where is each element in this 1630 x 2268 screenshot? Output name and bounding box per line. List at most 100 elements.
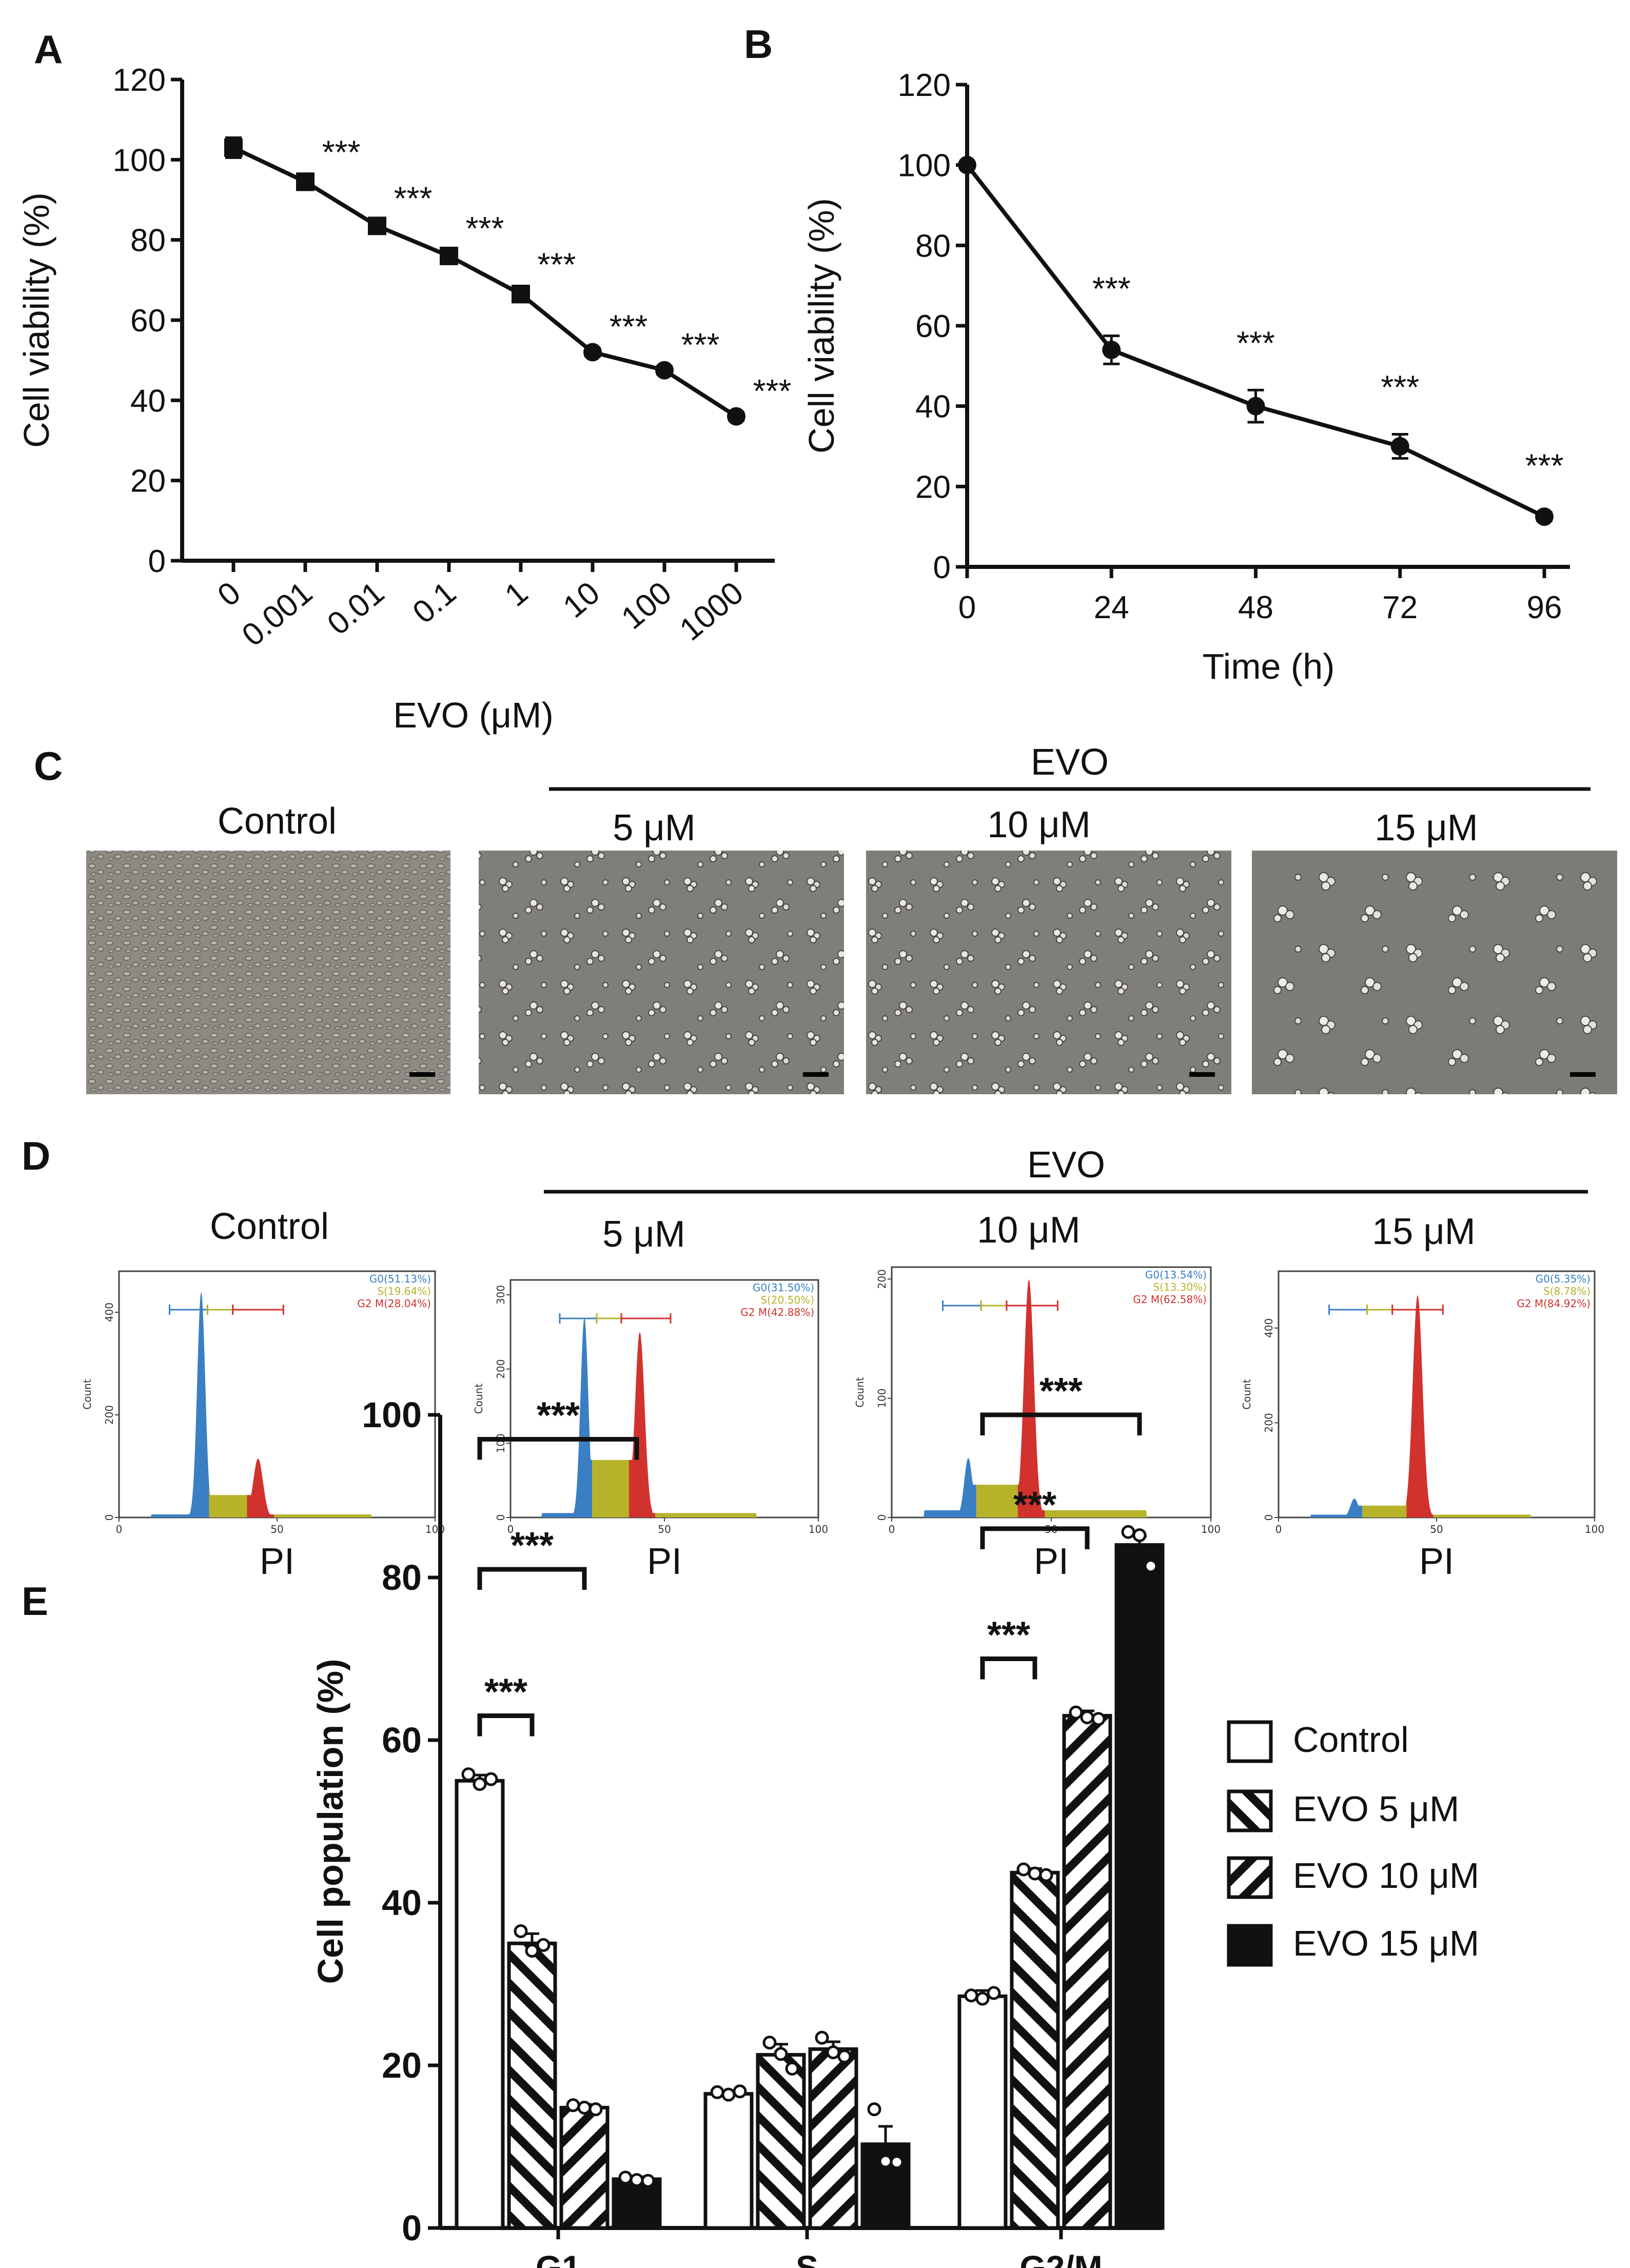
- legend-label: EVO 10 μM: [1293, 1856, 1479, 1896]
- evo-group-label-c: EVO: [1031, 742, 1109, 783]
- micrograph-15um: [1252, 851, 1617, 1094]
- gate-percentage: G0(13.54%): [1145, 1269, 1207, 1281]
- micro-label-10um: 10 μM: [987, 804, 1091, 845]
- replicate-point: [618, 2171, 633, 2185]
- y-tick-label: 400: [103, 1303, 115, 1322]
- data-point: [1102, 341, 1121, 359]
- significance-stars: ***: [1092, 270, 1131, 307]
- debris-area: [273, 1514, 372, 1517]
- x-tick-label: 100: [1201, 1523, 1221, 1535]
- data-point: [583, 343, 602, 362]
- x-tick-label: 0: [116, 1523, 123, 1535]
- pi-axis-label: PI: [1419, 1541, 1454, 1582]
- y-tick-label: 0: [103, 1514, 115, 1521]
- debris-area: [1433, 1514, 1531, 1517]
- bar: [1114, 1543, 1165, 2230]
- x-tick-label: 50: [1430, 1523, 1443, 1535]
- series-line: [232, 146, 738, 418]
- x-tick-label: 0: [507, 1523, 514, 1535]
- replicate-point: [785, 2061, 799, 2076]
- significance-stars: ***: [1525, 447, 1564, 484]
- gate-percentage: S(20.50%): [760, 1294, 814, 1306]
- data-point: [224, 138, 243, 157]
- micrograph-5um: [479, 851, 844, 1094]
- replicate-point: [1039, 1868, 1053, 1882]
- significance-stars: ***: [510, 1525, 554, 1566]
- count-axis-label: Count: [854, 1377, 866, 1408]
- y-tick-label: 80: [130, 223, 166, 259]
- y-axis-title: Cell viability (%): [801, 198, 841, 453]
- replicate-point: [588, 2102, 603, 2117]
- replicate-point: [774, 2047, 788, 2061]
- replicate-point: [577, 2100, 592, 2115]
- debris-area: [1045, 1510, 1147, 1517]
- bar: [756, 2053, 806, 2230]
- y-tick-label: 0: [876, 1514, 888, 1521]
- bar: [559, 2105, 610, 2230]
- y-tick-label: 200: [495, 1359, 507, 1379]
- sphase-area: [1362, 1500, 1407, 1517]
- micro-label-15um: 15 μM: [1374, 807, 1478, 849]
- x-tick-label: 0: [889, 1523, 895, 1535]
- bar: [808, 2047, 858, 2230]
- gate-percentage: G2 M(42.88%): [740, 1306, 814, 1318]
- y-tick-label: 60: [382, 1720, 422, 1760]
- bar: [957, 1994, 1008, 2230]
- replicate-point: [461, 1767, 476, 1782]
- y-tick-label: 0: [402, 2208, 422, 2248]
- x-tick-label: 0.01: [321, 575, 391, 642]
- data-point: [655, 361, 674, 380]
- x-tick-label: 0: [958, 590, 976, 625]
- y-tick-label: 0: [1263, 1514, 1275, 1521]
- bar: [507, 1941, 557, 2230]
- replicate-point: [525, 1944, 539, 1958]
- x-tick-label: 0: [211, 575, 247, 614]
- y-tick-label: 100: [362, 1395, 422, 1435]
- x-tick-label: 0.001: [235, 575, 319, 654]
- pi-axis-label: PI: [1034, 1541, 1069, 1582]
- g2m-phase-area: [1406, 1295, 1433, 1517]
- y-tick-label: 400: [1263, 1318, 1275, 1338]
- replicate-point: [733, 2084, 747, 2099]
- replicate-point: [1080, 1710, 1094, 1725]
- y-tick-label: 100: [876, 1389, 888, 1408]
- significance-stars: ***: [394, 180, 433, 217]
- y-tick-label: 100: [113, 143, 166, 178]
- data-point: [296, 172, 315, 191]
- significance-stars: ***: [484, 1671, 527, 1712]
- micrograph-10um: [866, 851, 1231, 1094]
- g0-phase-area: [1310, 1498, 1363, 1517]
- gate-percentage: G0(51.13%): [369, 1273, 431, 1285]
- g0-phase-area: [924, 1457, 976, 1517]
- panel-letter-a: A: [34, 27, 63, 72]
- y-tick-label: 200: [876, 1269, 888, 1289]
- x-tick-label: 100: [809, 1523, 828, 1535]
- x-tick-label: 48: [1238, 590, 1273, 625]
- y-tick-label: 20: [915, 469, 951, 505]
- bar: [703, 2092, 754, 2230]
- replicate-point: [630, 2173, 644, 2187]
- g2m-phase-area: [247, 1458, 274, 1517]
- micrograph-control: [86, 851, 450, 1094]
- x-axis-title: Time (h): [1203, 646, 1335, 686]
- y-tick-label: 40: [915, 389, 951, 425]
- significance-stars: ***: [753, 372, 792, 409]
- panel-c-microscopy: EVO Control 5 μM 10 μM 15 μM: [86, 742, 1617, 1094]
- bar: [455, 1779, 505, 2230]
- scale-bar: [409, 1072, 435, 1077]
- replicate-point: [964, 1988, 978, 2003]
- significance-bracket: [477, 1567, 587, 1590]
- x-tick-label: 50: [658, 1523, 671, 1535]
- scale-bar: [1189, 1072, 1215, 1077]
- y-tick-label: 40: [130, 383, 166, 419]
- significance-stars: ***: [1381, 369, 1419, 406]
- significance-stars: ***: [1013, 1485, 1056, 1526]
- g2m-phase-area: [629, 1332, 655, 1517]
- evo-group-label-d: EVO: [1027, 1145, 1105, 1186]
- histogram-label-15um: 15 μM: [1372, 1211, 1476, 1252]
- significance-stars: ***: [610, 308, 648, 345]
- significance-stars: ***: [538, 246, 576, 283]
- g2m-phase-area: [1017, 1279, 1045, 1517]
